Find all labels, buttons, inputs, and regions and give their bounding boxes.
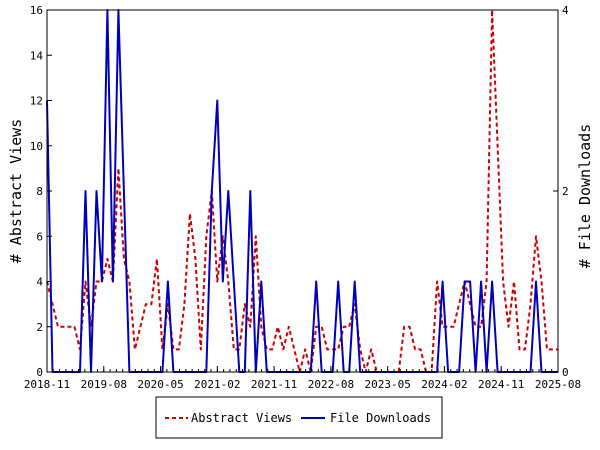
y-left-tick-label: 0 <box>36 366 43 379</box>
y-axis-left-label: # Abstract Views <box>7 119 25 264</box>
legend-label-file-downloads: File Downloads <box>330 411 431 425</box>
x-tick-label: 2022-08 <box>308 378 354 391</box>
y-left-tick-label: 10 <box>30 140 43 153</box>
axis-ticks: 2018-11 2019-08 2020-05 2021-02 2021-11 2022-… <box>24 4 581 391</box>
y-left-tick-label: 12 <box>30 95 43 108</box>
y-right-tick-label: 0 <box>562 366 569 379</box>
series-line-file-downloads <box>46 9 558 373</box>
y-left-tick-label: 6 <box>36 230 43 243</box>
x-tick-label: 2021-02 <box>194 378 240 391</box>
x-tick-label: 2018-11 <box>24 378 70 391</box>
x-tick-label: 2020-05 <box>137 378 183 391</box>
y-left-tick-label: 8 <box>36 185 43 198</box>
y-right-tick-label: 4 <box>562 4 569 17</box>
y-axis-right-label: # File Downloads <box>576 124 594 269</box>
x-tick-label: 2025-08 <box>535 378 581 391</box>
y-left-tick-label: 4 <box>36 276 43 289</box>
x-tick-label: 2019-08 <box>81 378 127 391</box>
y-left-tick-label: 2 <box>36 321 43 334</box>
legend: Abstract Views File Downloads <box>155 396 443 439</box>
x-tick-label: 2023-05 <box>364 378 410 391</box>
x-tick-label: 2021-11 <box>251 378 297 391</box>
legend-label-abstract-views: Abstract Views <box>191 411 292 425</box>
x-tick-label: 2024-11 <box>478 378 524 391</box>
x-tick-label: 2024-02 <box>421 378 467 391</box>
plot-area <box>46 9 558 373</box>
y-left-tick-label: 16 <box>30 4 43 17</box>
y-left-tick-label: 14 <box>30 49 44 62</box>
legend-box <box>155 396 443 439</box>
y-right-tick-label: 2 <box>562 185 569 198</box>
